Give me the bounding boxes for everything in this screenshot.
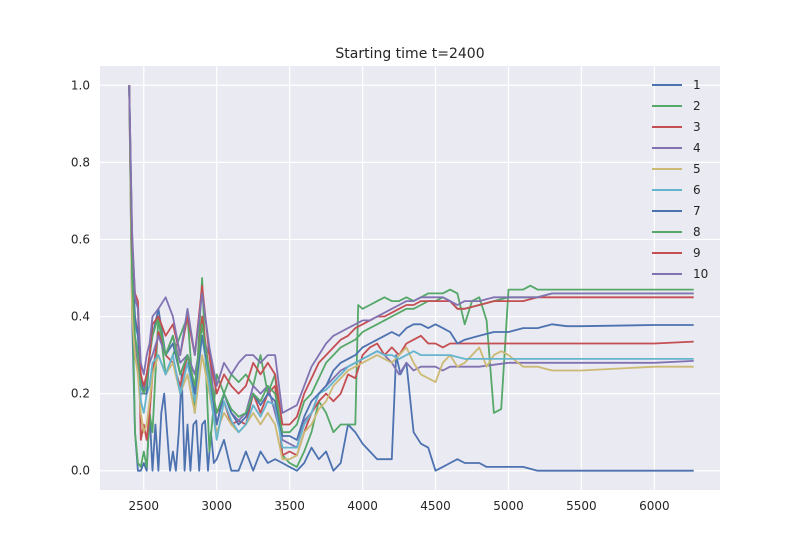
y-axis-ticks: 0.0 0.2 0.4 0.6 0.8 1.0 (71, 78, 90, 477)
y-tick-label: 0.0 (71, 464, 90, 478)
legend-label-8: 8 (693, 225, 701, 239)
chart-title: Starting time t=2400 (335, 46, 484, 62)
series-line-10 (128, 85, 694, 414)
legend-label-7: 7 (693, 204, 701, 218)
x-tick-label: 3000 (201, 499, 232, 513)
legend-label-5: 5 (693, 162, 701, 176)
legend-label-2: 2 (693, 99, 701, 113)
y-tick-label: 0.2 (71, 387, 90, 401)
series-line-9 (128, 85, 694, 426)
series-lines (128, 85, 694, 472)
y-tick-label: 0.6 (71, 232, 90, 246)
series-line-1 (128, 85, 694, 472)
y-tick-label: 0.4 (71, 310, 90, 324)
legend-label-4: 4 (693, 141, 701, 155)
x-tick-label: 2500 (128, 499, 159, 513)
x-tick-label: 5000 (493, 499, 524, 513)
series-line-6 (128, 85, 694, 449)
legend-label-6: 6 (693, 183, 701, 197)
y-tick-label: 1.0 (71, 78, 90, 92)
legend: 1 2 3 4 5 6 7 8 9 10 (652, 78, 708, 281)
x-axis-ticks: 2500 3000 3500 4000 4500 5000 5500 6000 (128, 499, 669, 513)
series-line-5 (128, 85, 694, 461)
y-tick-label: 0.8 (71, 155, 90, 169)
plot-area (100, 66, 720, 490)
x-tick-label: 5500 (566, 499, 597, 513)
x-tick-label: 6000 (639, 499, 670, 513)
x-tick-label: 4000 (347, 499, 378, 513)
legend-label-10: 10 (693, 267, 708, 281)
x-tick-label: 4500 (420, 499, 451, 513)
legend-label-9: 9 (693, 246, 701, 260)
legend-label-3: 3 (693, 120, 701, 134)
legend-label-1: 1 (693, 78, 701, 92)
x-tick-label: 3500 (274, 499, 305, 513)
